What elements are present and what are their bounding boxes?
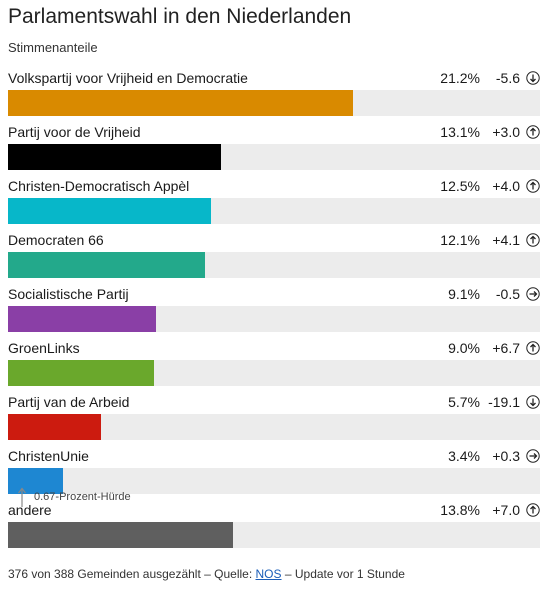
bar <box>8 198 211 224</box>
change-label: +7.0 <box>492 502 520 518</box>
trend-flat-icon <box>526 449 540 463</box>
bar <box>8 252 205 278</box>
vote-share-label: 5.7% <box>448 394 480 410</box>
vote-share-label: 12.5% <box>440 178 480 194</box>
trend-up-icon <box>526 179 540 193</box>
change-label: -0.5 <box>495 286 520 302</box>
vote-share-label: 21.2% <box>440 70 480 86</box>
party-name-label: Christen-Democratisch Appèl <box>8 178 190 194</box>
bar <box>8 360 154 386</box>
change-label: +3.0 <box>492 124 520 140</box>
change-label: +6.7 <box>492 340 520 356</box>
trend-up-icon <box>526 503 540 517</box>
chart-title: Parlamentswahl in den Niederlanden <box>8 5 352 28</box>
source-link[interactable]: NOS <box>255 567 282 581</box>
party-row: andere 13.8% +7.0 <box>8 502 540 556</box>
party-name-label: andere <box>8 502 52 518</box>
party-name-label: GroenLinks <box>8 340 80 356</box>
bar-track <box>8 198 540 224</box>
party-row: Democraten 66 12.1% +4.1 <box>8 232 540 286</box>
party-name-label: Partij voor de Vrijheid <box>8 124 141 140</box>
bar-track <box>8 252 540 278</box>
footer-note: 376 von 388 Gemeinden ausgezählt – Quell… <box>8 567 405 581</box>
chart-subtitle: Stimmenanteile <box>8 40 98 55</box>
trend-down-icon <box>526 395 540 409</box>
change-label: -5.6 <box>495 70 520 86</box>
trend-up-icon <box>526 341 540 355</box>
bar <box>8 144 221 170</box>
bar <box>8 522 233 548</box>
vote-share-label: 9.1% <box>448 286 480 302</box>
bar-track <box>8 90 540 116</box>
party-row: Volkspartij voor Vrijheid en Democratie 2… <box>8 70 540 124</box>
vote-share-label: 12.1% <box>440 232 480 248</box>
bar <box>8 468 63 494</box>
trend-up-icon <box>526 233 540 247</box>
bar <box>8 414 101 440</box>
party-row: Partij voor de Vrijheid 13.1% +3.0 <box>8 124 540 178</box>
vote-share-label: 3.4% <box>448 448 480 464</box>
trend-flat-icon <box>526 287 540 301</box>
vote-share-label: 13.8% <box>440 502 480 518</box>
party-name-label: ChristenUnie <box>8 448 89 464</box>
party-name-label: Socialistische Partij <box>8 286 129 302</box>
threshold-label: 0.67-Prozent-Hürde <box>34 491 131 503</box>
bar-track <box>8 306 540 332</box>
vote-share-label: 13.1% <box>440 124 480 140</box>
change-label: +0.3 <box>492 448 520 464</box>
bar-track <box>8 522 540 548</box>
bar-track <box>8 144 540 170</box>
party-name-label: Volkspartij voor Vrijheid en Democratie <box>8 70 248 86</box>
party-row: GroenLinks 9.0% +6.7 <box>8 340 540 394</box>
party-row: ChristenUnie 3.4% +0.3 <box>8 448 540 502</box>
threshold-arrow-icon <box>18 487 26 507</box>
bar <box>8 90 353 116</box>
trend-up-icon <box>526 125 540 139</box>
change-label: +4.1 <box>492 232 520 248</box>
bar-track <box>8 468 540 494</box>
party-name-label: Partij van de Arbeid <box>8 394 130 410</box>
bar <box>8 306 156 332</box>
footer-suffix: – Update vor 1 Stunde <box>281 567 405 581</box>
party-row: Partij van de Arbeid 5.7% -19.1 <box>8 394 540 448</box>
bar-track <box>8 360 540 386</box>
vote-share-label: 9.0% <box>448 340 480 356</box>
trend-down-icon <box>526 71 540 85</box>
party-row: Christen-Democratisch Appèl 12.5% +4.0 <box>8 178 540 232</box>
change-label: -19.1 <box>488 394 520 410</box>
party-row: Socialistische Partij 9.1% -0.5 <box>8 286 540 340</box>
bar-track <box>8 414 540 440</box>
change-label: +4.0 <box>492 178 520 194</box>
footer-prefix: 376 von 388 Gemeinden ausgezählt – Quell… <box>8 567 256 581</box>
party-name-label: Democraten 66 <box>8 232 104 248</box>
